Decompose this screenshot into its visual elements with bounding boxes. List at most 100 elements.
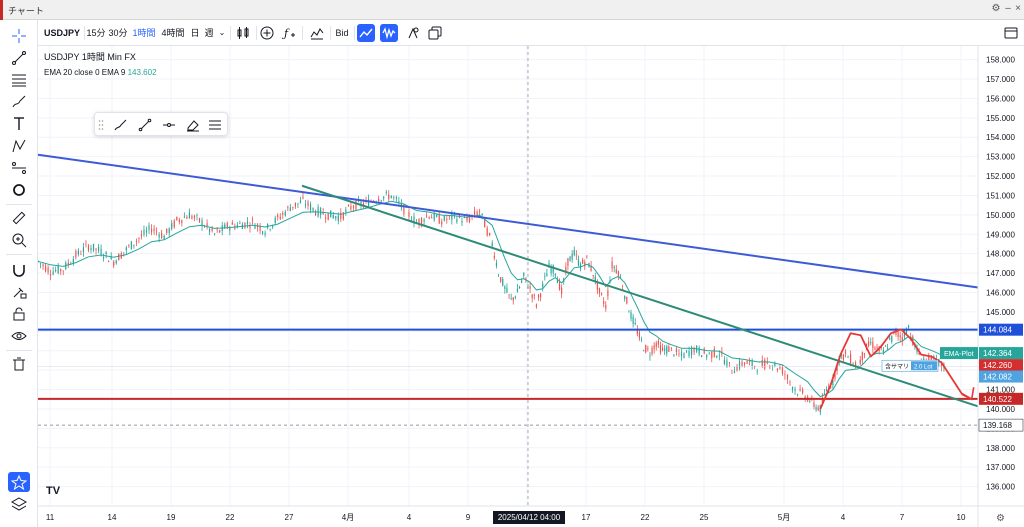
- trash-icon[interactable]: [8, 354, 30, 374]
- candle-body: [481, 213, 483, 216]
- candle-body: [171, 222, 173, 229]
- price-chart[interactable]: 158.000 157.000 156.000 155.000 154.000 153.0…: [38, 46, 1024, 527]
- compare-icon[interactable]: [308, 24, 326, 42]
- candle-body: [736, 366, 738, 371]
- brush-tool-icon[interactable]: [8, 92, 30, 112]
- candle-body: [738, 361, 741, 369]
- favorites-star-icon[interactable]: [8, 472, 30, 492]
- close-icon[interactable]: ×: [1015, 3, 1021, 14]
- drawing-clear-icon[interactable]: [404, 24, 422, 42]
- candle-body: [711, 351, 713, 358]
- candle-body: [456, 219, 458, 223]
- line-chart-icon[interactable]: [357, 24, 375, 42]
- interval-15m[interactable]: 15分: [86, 28, 106, 38]
- candle-body: [214, 233, 216, 235]
- axis-settings-icon[interactable]: ⚙: [996, 513, 1005, 524]
- candle-body: [393, 196, 395, 198]
- shape-circle-icon[interactable]: [8, 180, 30, 200]
- minimize-icon[interactable]: –: [1005, 3, 1011, 14]
- layout-icon[interactable]: [1002, 24, 1020, 42]
- toolbar-divider: [330, 26, 331, 40]
- candle-body: [77, 250, 79, 255]
- candle-body: [698, 347, 700, 355]
- magnet-icon[interactable]: [8, 260, 30, 280]
- trend-lines: [38, 153, 987, 410]
- time-axis[interactable]: 11141922274月49141722255月47102025/04/12 0…: [38, 505, 1024, 524]
- function-icon[interactable]: ƒ: [280, 24, 298, 42]
- ema-series: [38, 200, 947, 398]
- clone-icon[interactable]: [426, 24, 444, 42]
- text-tool-icon[interactable]: [8, 114, 30, 134]
- add-indicator-icon[interactable]: [258, 24, 276, 42]
- candle-body: [203, 226, 206, 228]
- candle-body: [600, 293, 603, 295]
- price-tick-label: 147.000: [986, 269, 1015, 278]
- interval-30m[interactable]: 30分: [108, 28, 128, 38]
- interval-dropdown-chevron-icon[interactable]: ⌄: [218, 28, 226, 37]
- candle-body: [196, 215, 198, 216]
- price-label-badge: [979, 359, 1023, 372]
- trend-line-tool-icon[interactable]: [8, 48, 30, 68]
- candle-body: [201, 220, 203, 227]
- prediction-tool-icon[interactable]: [8, 158, 30, 178]
- window-titlebar: チャート ⚙ – ×: [0, 0, 1024, 20]
- candle-body: [510, 298, 512, 299]
- candle-body: [666, 346, 668, 354]
- candle-body: [897, 331, 899, 337]
- candle-body: [337, 215, 339, 221]
- horizontal-ray-icon[interactable]: [161, 117, 177, 133]
- candle-body: [125, 247, 127, 251]
- price-label-value: 142.260: [983, 361, 1012, 370]
- candle-body: [741, 361, 743, 366]
- price-type-button[interactable]: Bid: [335, 28, 349, 38]
- interval-week[interactable]: 週: [204, 28, 214, 38]
- ruler-icon[interactable]: [8, 208, 30, 228]
- legend-title[interactable]: USDJPY 1時間 Min FX: [44, 52, 136, 62]
- lock-drawing-icon[interactable]: [8, 282, 30, 302]
- price-axis[interactable]: 158.000 157.000 156.000 155.000 154.000 153.0…: [977, 46, 1024, 527]
- candle-body: [703, 348, 705, 354]
- candle-body: [733, 371, 736, 374]
- eraser-icon[interactable]: [185, 117, 201, 133]
- candle-body: [916, 348, 918, 353]
- candle-body: [463, 217, 466, 218]
- lock-icon[interactable]: [8, 304, 30, 324]
- candles-icon[interactable]: [234, 24, 252, 42]
- legend-ema-row[interactable]: EMA 20 close 0 EMA 9 143.602: [44, 68, 157, 77]
- crosshair-time-label: 2025/04/12 04:00: [498, 513, 561, 522]
- interval-1h[interactable]: 1時間: [132, 28, 156, 38]
- line-tool-icon[interactable]: [137, 117, 153, 133]
- candle-body: [628, 311, 630, 313]
- candle-body: [362, 203, 365, 206]
- candle-body: [181, 219, 183, 223]
- eye-icon[interactable]: [8, 326, 30, 346]
- zoom-in-icon[interactable]: [8, 230, 30, 250]
- brush-icon[interactable]: [113, 117, 129, 133]
- interval-4h[interactable]: 4時間: [161, 28, 185, 38]
- candle-body: [774, 363, 776, 367]
- candle-body: [575, 254, 577, 256]
- pattern-tool-icon[interactable]: [8, 136, 30, 156]
- candle-body: [701, 355, 703, 358]
- candle-body: [573, 249, 575, 256]
- candle-body: [486, 227, 488, 236]
- drag-handle-icon[interactable]: [97, 117, 105, 133]
- candle-body: [542, 283, 544, 287]
- price-series: [38, 189, 945, 416]
- candle-body: [624, 295, 626, 300]
- candle-body: [388, 194, 390, 200]
- candle-body: [891, 335, 893, 342]
- candle-body: [148, 225, 150, 230]
- symbol-search-button[interactable]: USDJPY: [44, 28, 81, 38]
- settings-icon[interactable]: ⚙: [991, 3, 1001, 14]
- layers-icon[interactable]: [8, 494, 30, 514]
- candle-body: [859, 359, 861, 364]
- candle-body: [901, 337, 903, 342]
- crosshair-icon[interactable]: [8, 26, 30, 46]
- candle-body: [249, 226, 251, 228]
- fib-tool-icon[interactable]: [8, 70, 30, 90]
- interval-day[interactable]: 日: [190, 28, 200, 38]
- waveform-icon[interactable]: [380, 24, 398, 42]
- settings-lines-icon[interactable]: [207, 117, 223, 133]
- candle-body: [834, 373, 836, 379]
